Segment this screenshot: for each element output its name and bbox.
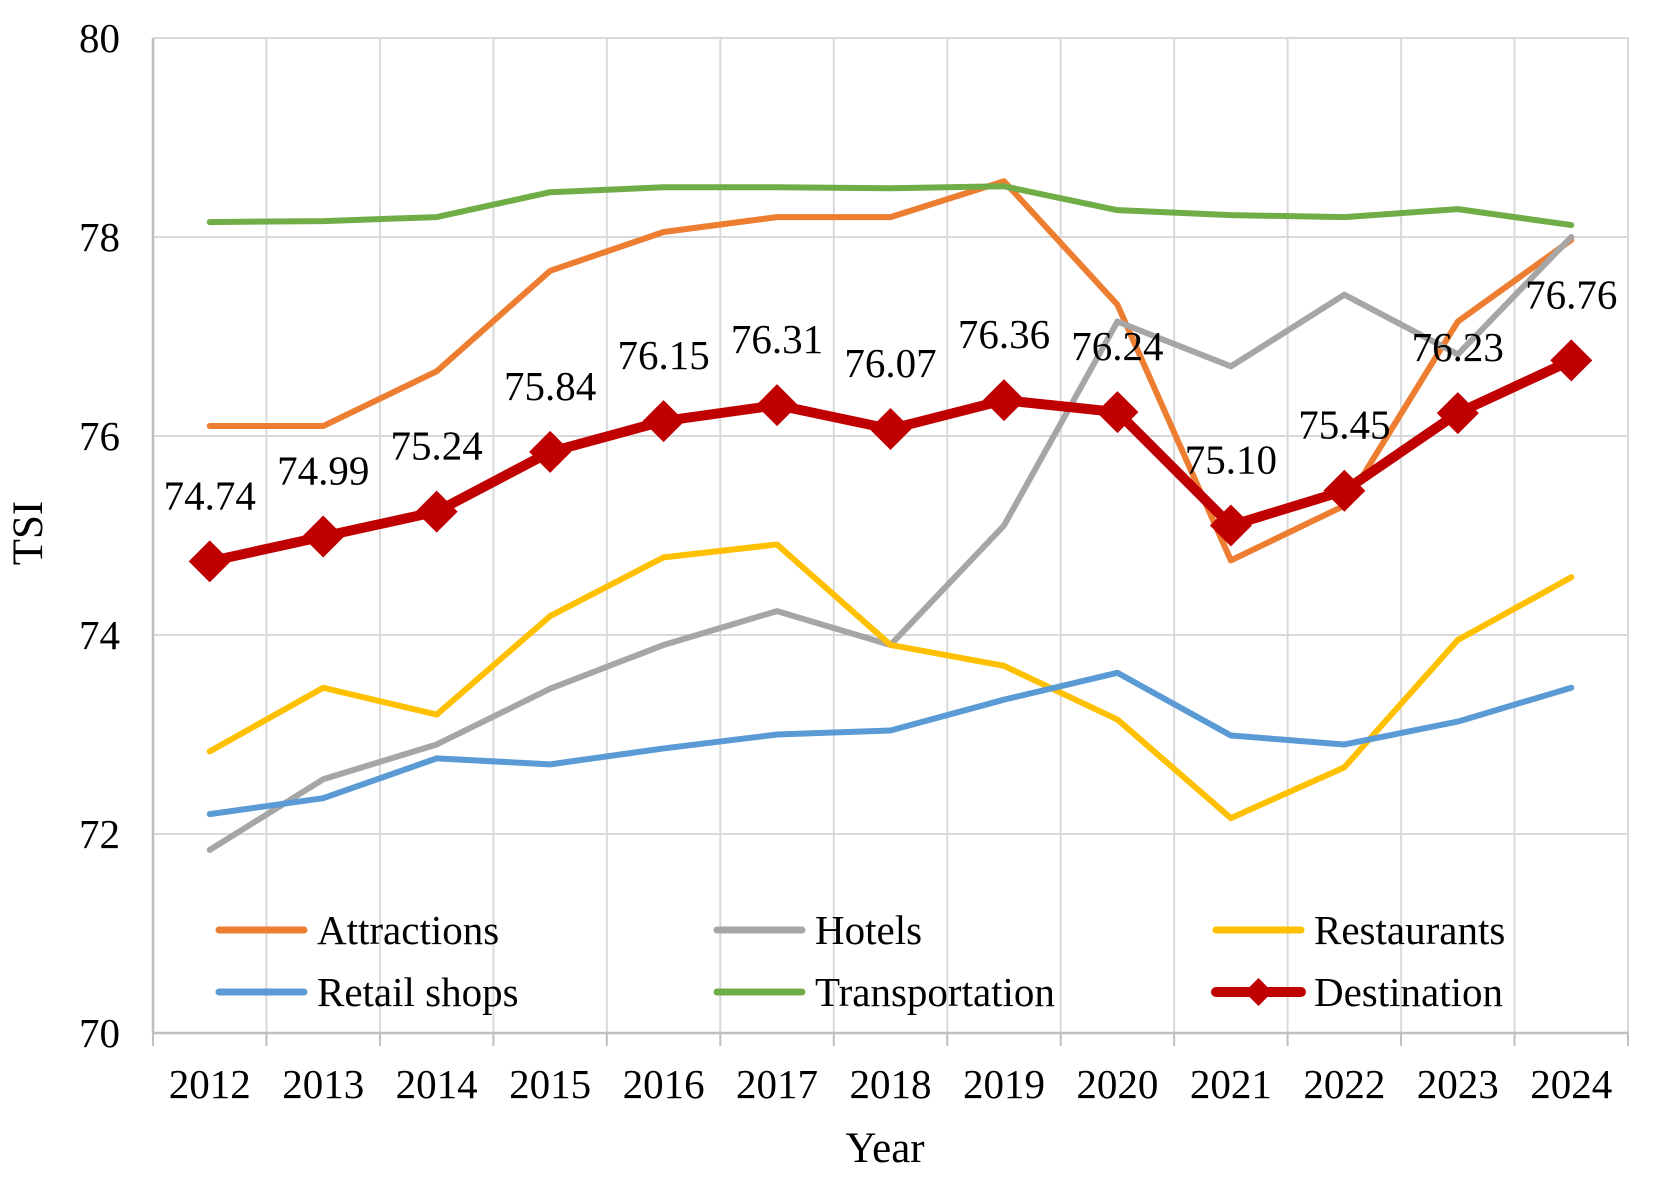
- legend-label: Restaurants: [1314, 907, 1505, 953]
- data-label: 75.84: [504, 363, 596, 409]
- legend-label: Destination: [1314, 969, 1503, 1015]
- x-axis-tick-label: 2021: [1190, 1061, 1272, 1107]
- series-line-retail-shops: [206, 669, 1575, 818]
- series-line-restaurants: [206, 541, 1575, 822]
- x-axis-tick-label: 2016: [623, 1061, 705, 1107]
- series-line-transportation: [206, 183, 1575, 229]
- data-label: 74.74: [164, 472, 256, 518]
- legend-item-retail-shops: Retail shops: [215, 969, 519, 1015]
- series-line-hotels: [206, 234, 1575, 853]
- y-axis-tick-label: 70: [79, 1010, 120, 1056]
- data-label: 75.24: [391, 423, 483, 469]
- series-marker-destination: [188, 540, 231, 583]
- series-marker-destination: [756, 384, 799, 427]
- data-label: 76.07: [844, 340, 936, 386]
- legend-item-transportation: Transportation: [713, 969, 1055, 1015]
- data-label: 76.76: [1525, 271, 1617, 317]
- data-label: 75.10: [1185, 437, 1277, 483]
- data-label: 76.36: [958, 311, 1050, 357]
- series-marker-destination: [1550, 339, 1593, 382]
- legend-swatch-diamond-icon: [1244, 978, 1273, 1006]
- legend-label: Hotels: [815, 907, 922, 953]
- series-marker-destination: [869, 408, 912, 451]
- series-marker-destination: [302, 515, 345, 558]
- series-marker-destination: [1436, 392, 1479, 435]
- series-marker-destination: [529, 430, 572, 473]
- legend-label: Transportation: [815, 969, 1055, 1015]
- x-axis-tick-label: 2018: [850, 1061, 932, 1107]
- series-marker-destination: [1209, 504, 1252, 547]
- series-marker-destination: [1096, 391, 1139, 434]
- x-axis-tick-label: 2020: [1076, 1061, 1158, 1107]
- data-label: 76.31: [731, 316, 823, 362]
- x-axis-tick-label: 2012: [169, 1061, 251, 1107]
- legend-item-hotels: Hotels: [713, 907, 922, 953]
- x-axis-tick-label: 2022: [1303, 1061, 1385, 1107]
- series-marker-destination: [415, 490, 458, 533]
- x-axis-tick-label: 2019: [963, 1061, 1045, 1107]
- y-axis-tick-label: 80: [79, 15, 120, 61]
- legend-label: Retail shops: [317, 969, 519, 1015]
- y-axis-tick-label: 78: [79, 214, 120, 260]
- series-marker-destination: [642, 400, 685, 443]
- x-axis-tick-label: 2024: [1530, 1061, 1612, 1107]
- legend-item-destination: Destination: [1211, 969, 1503, 1015]
- x-axis-title: Year: [845, 1125, 924, 1172]
- data-label: 76.15: [617, 332, 709, 378]
- x-axis-tick-label: 2023: [1417, 1061, 1499, 1107]
- data-label: 76.24: [1071, 323, 1163, 369]
- x-axis-tick-label: 2014: [396, 1061, 478, 1107]
- x-axis-tick-label: 2015: [509, 1061, 591, 1107]
- series-marker-destination: [1323, 469, 1366, 512]
- x-axis-tick-label: 2017: [736, 1061, 818, 1107]
- y-axis-tick-label: 72: [79, 811, 120, 857]
- y-axis-title: TSI: [5, 501, 52, 566]
- y-axis-tick-label: 74: [79, 612, 120, 658]
- legend-item-restaurants: Restaurants: [1212, 907, 1505, 953]
- legend-item-attractions: Attractions: [215, 907, 499, 953]
- y-axis-tick-label: 76: [79, 413, 120, 459]
- data-label: 74.99: [277, 447, 369, 493]
- data-label: 75.45: [1298, 402, 1390, 448]
- x-axis-tick-label: 2013: [282, 1061, 364, 1107]
- legend-label: Attractions: [317, 907, 499, 953]
- data-label: 76.23: [1412, 324, 1504, 370]
- series-marker-destination: [982, 379, 1025, 422]
